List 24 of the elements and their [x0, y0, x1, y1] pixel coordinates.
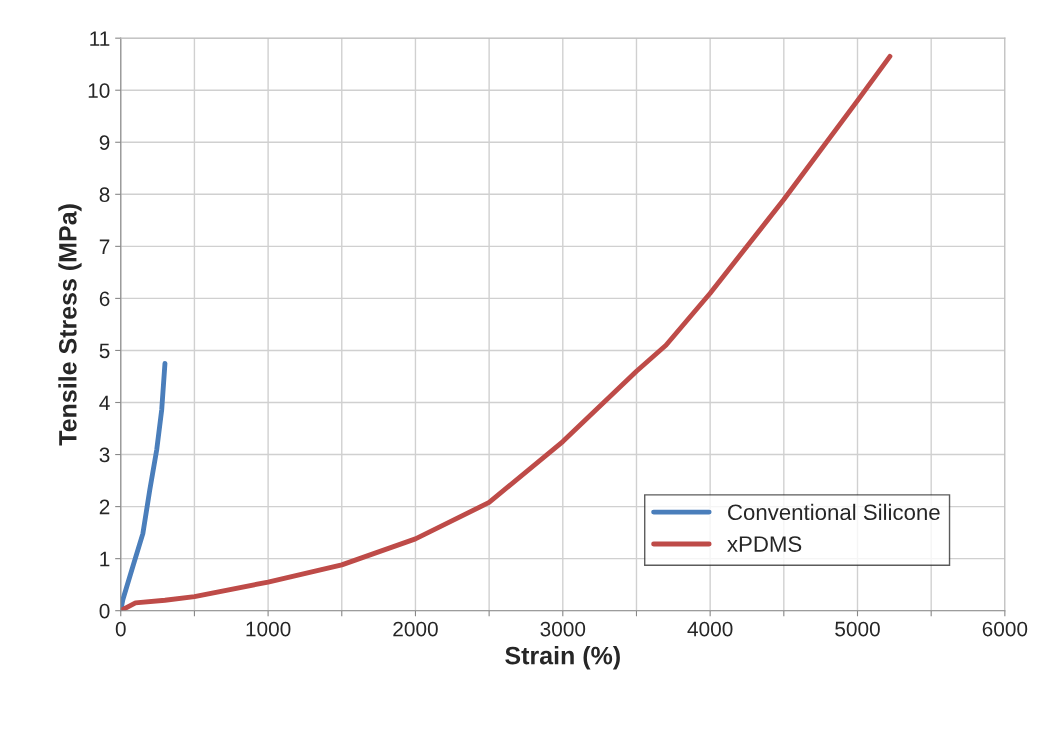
y-tick-label: 9	[99, 135, 110, 151]
y-tick-label: 4	[99, 395, 110, 411]
line-series	[120, 361, 168, 611]
y-tick-label: 2	[99, 499, 110, 515]
y-tick-label: 8	[99, 187, 110, 203]
y-tick-label: 0	[99, 603, 110, 619]
x-axis-title: Strain (%)	[505, 646, 620, 670]
x-tick-label: 5000	[835, 621, 880, 637]
x-tick-label: 1000	[246, 621, 291, 637]
y-tick-label: 5	[99, 343, 110, 359]
x-tick-label: 4000	[687, 621, 733, 637]
y-tick-label: 11	[90, 31, 110, 46]
x-tick-label: 0	[115, 621, 126, 637]
x-tick-label: 2000	[393, 621, 438, 637]
y-tick-label: 10	[88, 83, 110, 98]
x-tick-label: 3000	[540, 621, 586, 637]
y-tick-label: 3	[99, 447, 110, 463]
x-tick-label: 6000	[982, 621, 1028, 637]
y-tick-label: 7	[99, 239, 110, 254]
y-tick-label: 6	[99, 291, 110, 307]
y-axis-title: Tensile Stress (MPa)	[58, 204, 82, 446]
legend-label: xPDMS	[727, 536, 802, 552]
y-tick-label: 1	[100, 551, 110, 567]
legend-label: Conventional Silicone	[728, 503, 940, 521]
